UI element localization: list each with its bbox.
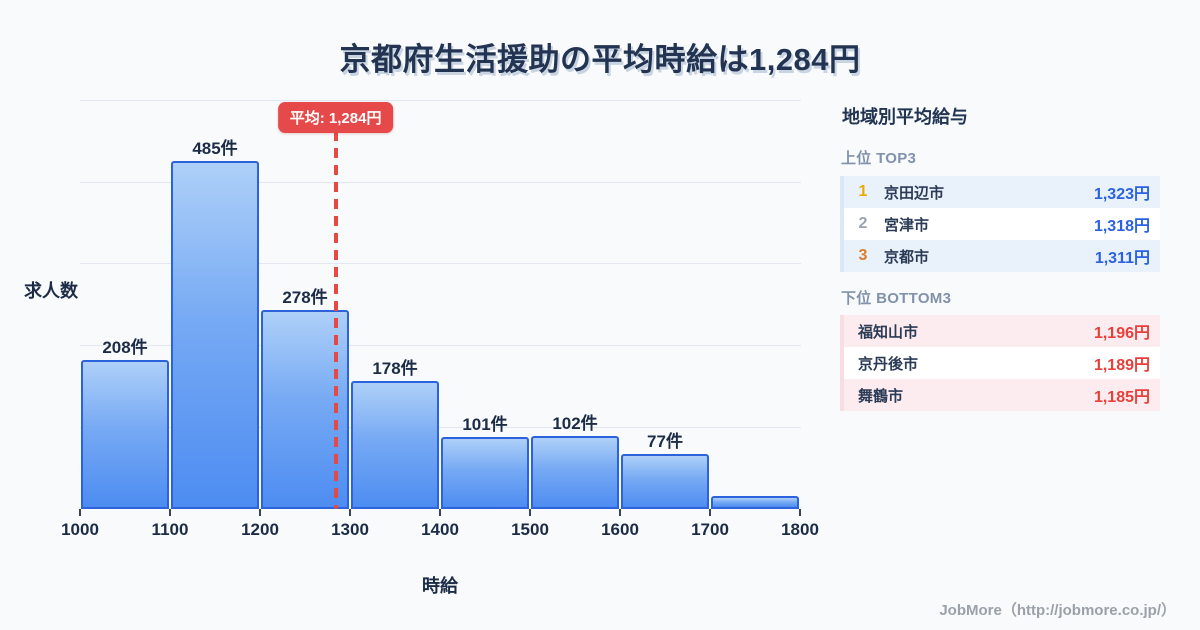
x-axis-tick (709, 509, 711, 516)
gridline (80, 345, 801, 346)
bottom3-section-label: 下位 BOTTOM3 (841, 290, 952, 307)
x-tick-label: 1400 (421, 520, 459, 539)
rank-number: 3 (858, 247, 868, 264)
salary-value: 1,318円 (1093, 218, 1150, 235)
bar-count-label: 101件 (462, 415, 508, 434)
top3-section-label: 上位 TOP3 (841, 150, 917, 167)
x-axis-tick (529, 509, 531, 516)
gridline (80, 100, 801, 101)
city-name: 福知山市 (858, 323, 919, 341)
footer-credit: JobMore（http://jobmore.co.jp/） (939, 602, 1176, 619)
ranking-row: 1 京田辺市 1,323円 (844, 176, 1160, 208)
page-title: 京都府生活援助の平均時給は1,284円 (339, 42, 861, 77)
salary-value: 1,311円 (1094, 250, 1150, 267)
ranking-row: 3 京都市 1,311円 (844, 240, 1160, 272)
histogram-bar-1400-1500 (441, 437, 529, 509)
salary-value: 1,189円 (1093, 357, 1150, 374)
histogram-bar-1000-1100 (81, 360, 169, 509)
histogram-bar-1600-1700 (621, 454, 709, 509)
bar-count-label: 208件 (102, 338, 148, 357)
sidebar-heading: 地域別平均給与 (842, 107, 968, 127)
histogram-bar-1500-1600 (531, 436, 619, 509)
bar-count-label: 77件 (647, 432, 683, 451)
bar-count-label: 278件 (282, 288, 328, 307)
x-tick-label: 1200 (241, 520, 279, 539)
y-axis-title: 求人数 (24, 281, 78, 301)
x-tick-label: 1300 (331, 520, 369, 539)
x-axis-tick (349, 509, 351, 516)
x-axis-tick (169, 509, 171, 516)
x-tick-label: 1600 (601, 520, 639, 539)
x-tick-label: 1500 (511, 520, 549, 539)
top3-ranking-list: 1 京田辺市 1,323円 2 宮津市 1,318円 3 京都市 1,311円 (840, 176, 1160, 272)
average-line (333, 131, 338, 509)
x-axis-tick (799, 509, 801, 516)
x-tick-label: 1800 (781, 520, 819, 539)
bottom3-ranking-list: 福知山市 1,196円京丹後市 1,189円舞鶴市 1,185円 (840, 315, 1160, 411)
salary-value: 1,196円 (1093, 325, 1150, 342)
city-name: 京丹後市 (858, 355, 919, 373)
x-tick-label: 1000 (61, 520, 99, 539)
bar-count-label: 102件 (552, 414, 598, 433)
gridline (80, 182, 801, 183)
city-name: 舞鶴市 (858, 387, 904, 405)
x-axis-tick (259, 509, 261, 516)
ranking-row: 舞鶴市 1,185円 (844, 379, 1160, 411)
x-axis-tick (439, 509, 441, 516)
city-name: 宮津市 (884, 216, 930, 234)
rank-number: 2 (858, 215, 868, 232)
histogram-bar-1100-1200 (171, 161, 259, 509)
histogram-bar-1300-1400 (351, 381, 439, 509)
ranking-row: 京丹後市 1,189円 (844, 347, 1160, 379)
x-tick-label: 1100 (151, 520, 189, 539)
bar-count-label: 485件 (192, 139, 238, 158)
city-name: 京田辺市 (884, 184, 945, 202)
ranking-row: 福知山市 1,196円 (844, 315, 1160, 347)
histogram-bar-1700-1800 (711, 496, 799, 509)
x-tick-label: 1700 (691, 520, 729, 539)
bar-count-label: 178件 (372, 359, 418, 378)
average-badge: 平均: 1,284円 (277, 102, 394, 133)
salary-value: 1,185円 (1093, 389, 1150, 406)
ranking-row: 2 宮津市 1,318円 (844, 208, 1160, 240)
rank-number: 1 (858, 183, 868, 200)
gridline (80, 263, 801, 264)
x-axis-tick (79, 509, 81, 516)
x-axis-title: 時給 (422, 576, 458, 596)
salary-value: 1,323円 (1093, 186, 1150, 203)
city-name: 京都市 (884, 248, 930, 266)
x-axis-tick (619, 509, 621, 516)
gridline (80, 427, 801, 428)
